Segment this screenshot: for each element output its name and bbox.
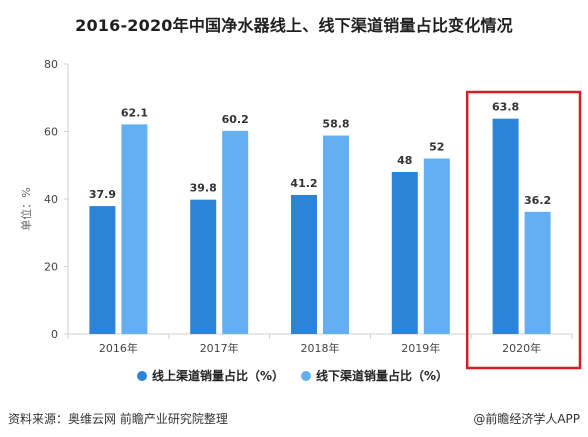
brand-credit: @前瞻经济学人APP (473, 412, 580, 426)
bar-online (391, 172, 418, 334)
y-axis-label: 单位：% (19, 187, 33, 230)
source-note: 资料来源：奥维云网 前瞻产业研究院整理 (8, 412, 228, 426)
bar-online (89, 206, 116, 334)
data-label: 63.8 (492, 101, 519, 114)
data-label: 52 (429, 141, 444, 154)
y-tick-label: 40 (44, 193, 58, 206)
legend-marker-online (137, 371, 147, 381)
legend-label-online: 线上渠道销量占比（%） (152, 368, 284, 383)
bar-online (190, 199, 217, 334)
x-tick-label: 2019年 (401, 341, 440, 355)
legend-marker-offline (301, 371, 311, 381)
data-label: 39.8 (190, 182, 217, 195)
highlight-box (465, 90, 582, 370)
x-tick-label: 2017年 (200, 341, 239, 355)
y-tick-label: 0 (51, 328, 58, 341)
x-tick-label: 2016年 (99, 341, 138, 355)
data-label: 37.9 (89, 188, 116, 201)
bar-offline (222, 130, 249, 334)
data-label: 60.2 (222, 113, 249, 126)
bar-offline (524, 211, 551, 334)
bar-offline (323, 135, 349, 334)
data-label: 58.8 (322, 118, 349, 131)
x-tick-label: 2018年 (301, 341, 340, 355)
x-tick-label: 2020年 (502, 341, 541, 355)
bar-online (291, 194, 317, 334)
data-label: 62.1 (121, 106, 148, 119)
data-label: 36.2 (524, 194, 551, 207)
chart-title: 2016-2020年中国净水器线上、线下渠道销量占比变化情况 (75, 16, 513, 35)
bar-offline (121, 124, 148, 334)
bar-offline (423, 158, 450, 334)
y-tick-label: 20 (44, 261, 58, 274)
bar-online (492, 118, 519, 334)
data-label: 48 (397, 154, 412, 167)
y-tick-label: 80 (44, 58, 58, 71)
y-tick-label: 60 (44, 126, 58, 139)
data-label: 41.2 (290, 177, 317, 190)
legend-label-offline: 线下渠道销量占比（%） (316, 368, 448, 383)
